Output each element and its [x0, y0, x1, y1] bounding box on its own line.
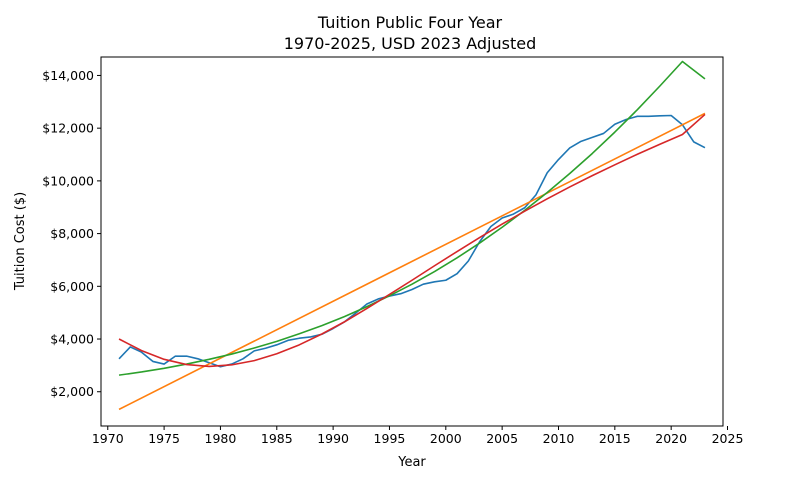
chart-subtitle: 1970-2025, USD 2023 Adjusted [284, 34, 536, 53]
x-tick-label: 2000 [430, 431, 462, 446]
y-tick-label: $12,000 [42, 121, 94, 136]
y-tick-label: $2,000 [50, 384, 94, 399]
x-tick-label: 1995 [374, 431, 406, 446]
chart-title: Tuition Public Four Year [317, 13, 503, 32]
x-tick-label: 1975 [148, 431, 180, 446]
series-line-3 [118, 60, 706, 376]
y-tick-label: $10,000 [42, 173, 94, 188]
series-line-2 [118, 112, 706, 411]
series-line-4 [118, 113, 706, 368]
plot-area-frame [100, 56, 724, 427]
x-tick-label: 1980 [205, 431, 237, 446]
y-axis-ticks: $2,000 $4,000 $6,000 $8,000 $10,000 $12,000 $1… [42, 68, 101, 399]
plot-lines [118, 60, 706, 411]
y-tick-label: $4,000 [50, 332, 94, 347]
y-axis-label: Tuition Cost ($) [13, 192, 28, 291]
x-axis-label: Year [397, 455, 426, 470]
x-tick-label: 2010 [543, 431, 575, 446]
y-tick-label: $8,000 [50, 226, 94, 241]
x-tick-label: 2025 [712, 431, 744, 446]
x-axis-ticks: 1970 1975 1980 1985 1990 1995 2000 2005 2010 2015… [92, 426, 744, 446]
y-tick-label: $6,000 [50, 279, 94, 294]
x-tick-label: 1990 [317, 431, 349, 446]
x-tick-label: 2020 [655, 431, 687, 446]
x-tick-label: 1970 [92, 431, 124, 446]
x-tick-label: 1985 [261, 431, 293, 446]
x-tick-label: 2005 [486, 431, 518, 446]
x-tick-label: 2015 [599, 431, 631, 446]
y-tick-label: $14,000 [42, 68, 94, 83]
